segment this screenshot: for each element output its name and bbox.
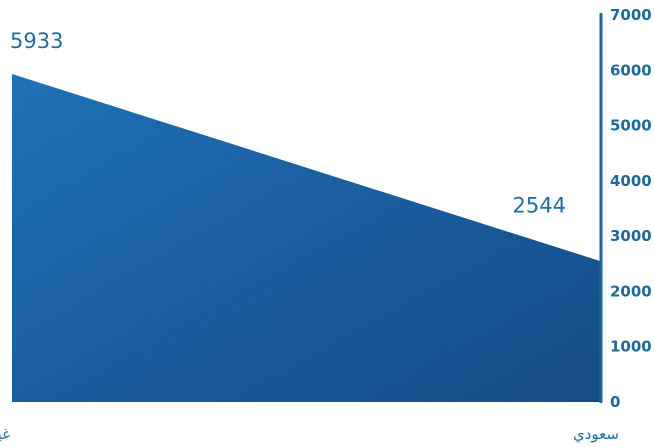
y-axis-ticks: 0 1000 2000 3000 4000 5000 6000 7000 xyxy=(610,6,652,411)
y-tick-label-3000: 3000 xyxy=(610,227,652,245)
y-tick-label-4000: 4000 xyxy=(610,172,652,190)
area-series-fill xyxy=(12,73,601,402)
category-label-1: سعودي xyxy=(573,425,619,444)
y-tick-label-0: 0 xyxy=(610,393,620,411)
y-tick-label-7000: 7000 xyxy=(610,6,652,24)
data-labels: 5933 2544 xyxy=(10,29,566,217)
x-axis-category-labels: غير سعودي سعودي xyxy=(0,425,619,444)
y-tick-label-5000: 5000 xyxy=(610,117,652,135)
data-label-1: 2544 xyxy=(513,193,566,217)
category-label-0: غير سعودي xyxy=(0,425,10,444)
y-tick-label-6000: 6000 xyxy=(610,61,652,79)
data-label-0: 5933 xyxy=(10,29,63,53)
y-tick-label-2000: 2000 xyxy=(610,282,652,300)
y-tick-label-1000: 1000 xyxy=(610,338,652,356)
